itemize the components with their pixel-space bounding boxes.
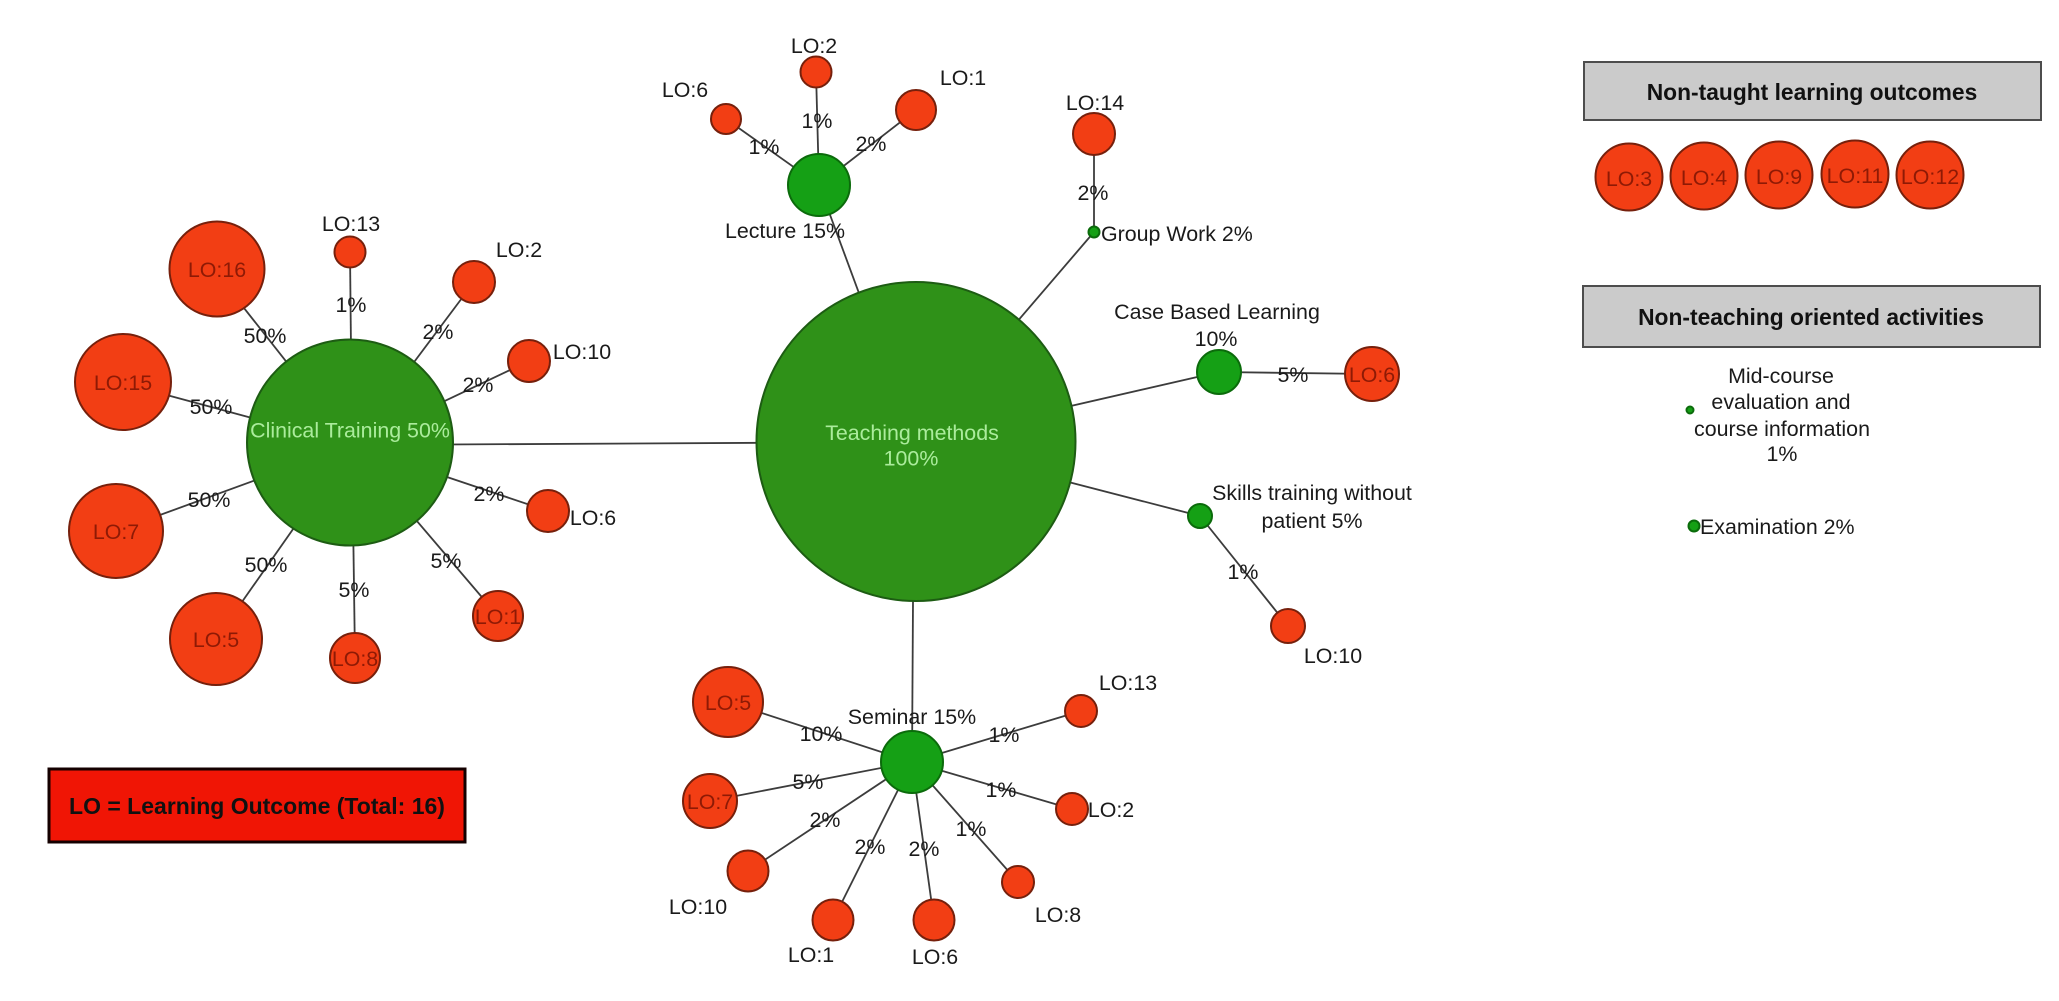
svg-text:1%: 1%: [749, 135, 780, 159]
svg-text:100%: 100%: [884, 447, 939, 471]
svg-text:2%: 2%: [855, 835, 886, 859]
svg-text:LO:5: LO:5: [193, 628, 239, 652]
svg-text:2%: 2%: [423, 320, 454, 344]
svg-text:1%: 1%: [986, 778, 1017, 802]
svg-text:5%: 5%: [431, 549, 462, 573]
svg-text:2%: 2%: [474, 482, 505, 506]
svg-text:patient 5%: patient 5%: [1261, 509, 1362, 533]
svg-text:LO:9: LO:9: [1756, 165, 1802, 189]
svg-text:LO:6: LO:6: [662, 78, 708, 102]
svg-text:LO:8: LO:8: [332, 647, 378, 671]
svg-text:5%: 5%: [339, 578, 370, 602]
svg-text:LO:1: LO:1: [788, 943, 834, 967]
svg-text:LO:5: LO:5: [705, 691, 751, 715]
svg-text:2%: 2%: [909, 837, 940, 861]
svg-text:2%: 2%: [810, 808, 841, 832]
svg-text:LO:1: LO:1: [940, 66, 986, 90]
svg-text:Non-teaching oriented activiti: Non-teaching oriented activities: [1638, 304, 1984, 330]
svg-text:50%: 50%: [245, 553, 288, 577]
svg-text:Teaching methods: Teaching methods: [825, 421, 999, 445]
svg-text:50%: 50%: [244, 324, 287, 348]
svg-text:course information: course information: [1694, 417, 1870, 441]
svg-text:LO = Learning Outcome (Total:: LO = Learning Outcome (Total: 16): [69, 793, 445, 819]
svg-text:Seminar 15%: Seminar 15%: [848, 705, 976, 729]
svg-text:LO:6: LO:6: [570, 506, 616, 530]
svg-text:Clinical Training 50%: Clinical Training 50%: [250, 419, 450, 443]
svg-text:50%: 50%: [188, 488, 231, 512]
svg-text:LO:2: LO:2: [791, 34, 837, 58]
svg-text:LO:2: LO:2: [1088, 798, 1134, 822]
svg-text:Non-taught learning outcomes: Non-taught learning outcomes: [1647, 79, 1978, 105]
svg-text:1%: 1%: [1228, 560, 1259, 584]
svg-text:LO:7: LO:7: [93, 520, 139, 544]
svg-text:Case Based Learning: Case Based Learning: [1114, 300, 1320, 324]
svg-text:50%: 50%: [190, 395, 233, 419]
svg-text:LO:12: LO:12: [1901, 165, 1959, 189]
svg-text:1%: 1%: [1767, 442, 1798, 466]
svg-text:Lecture 15%: Lecture 15%: [725, 219, 845, 243]
svg-text:LO:15: LO:15: [94, 371, 152, 395]
svg-text:LO:13: LO:13: [322, 212, 380, 236]
svg-text:LO:13: LO:13: [1099, 671, 1157, 695]
svg-text:5%: 5%: [793, 770, 824, 794]
svg-text:Group Work 2%: Group Work 2%: [1101, 222, 1253, 246]
svg-text:LO:10: LO:10: [1304, 644, 1362, 668]
svg-text:LO:10: LO:10: [669, 895, 727, 919]
svg-text:LO:4: LO:4: [1681, 166, 1727, 190]
svg-text:LO:11: LO:11: [1827, 164, 1884, 188]
svg-text:10%: 10%: [1195, 327, 1238, 351]
svg-text:LO:16: LO:16: [188, 258, 246, 282]
svg-text:10%: 10%: [800, 722, 843, 746]
svg-text:LO:6: LO:6: [1349, 363, 1395, 387]
svg-text:LO:10: LO:10: [553, 340, 611, 364]
svg-text:LO:1: LO:1: [475, 605, 521, 629]
svg-text:1%: 1%: [336, 293, 367, 317]
svg-text:LO:14: LO:14: [1066, 91, 1124, 115]
svg-text:LO:7: LO:7: [687, 790, 733, 814]
svg-text:LO:6: LO:6: [912, 945, 958, 969]
svg-text:1%: 1%: [802, 109, 833, 133]
svg-text:LO:2: LO:2: [496, 238, 542, 262]
svg-text:LO:8: LO:8: [1035, 903, 1081, 927]
svg-text:5%: 5%: [1278, 363, 1309, 387]
svg-text:1%: 1%: [989, 723, 1020, 747]
svg-text:1%: 1%: [956, 817, 987, 841]
svg-text:2%: 2%: [856, 132, 887, 156]
svg-text:Mid-course: Mid-course: [1728, 364, 1834, 388]
svg-text:LO:3: LO:3: [1606, 167, 1652, 191]
svg-text:Examination 2%: Examination 2%: [1700, 515, 1855, 539]
svg-text:Skills training without: Skills training without: [1212, 481, 1412, 505]
svg-text:2%: 2%: [1078, 181, 1109, 205]
svg-text:2%: 2%: [463, 373, 494, 397]
svg-text:evaluation and: evaluation and: [1711, 390, 1850, 414]
